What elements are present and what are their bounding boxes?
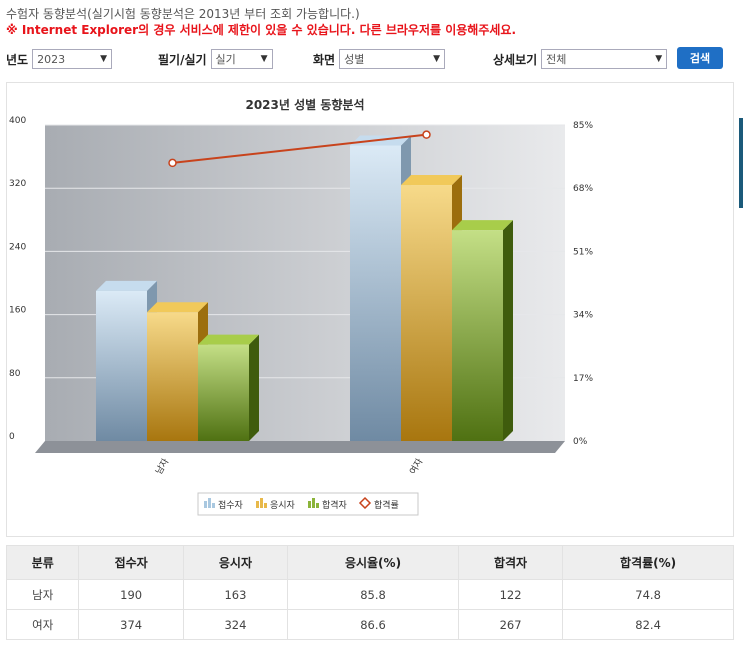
cell-category: 여자 (5, 609, 80, 640)
chart-panel: 0 0% 80 17% 160 34% 240 51% 320 68% 400 85% 남자 여자 202… (6, 82, 734, 537)
cell-pass-rate: 82.4 (562, 609, 734, 640)
exam-type-label: 필기/실기 (158, 52, 207, 67)
detail-select[interactable]: 전체 ▼ (541, 49, 668, 69)
year-label: 년도 (6, 52, 29, 67)
legend-label: 응시자 (270, 500, 296, 511)
filter-bar: 년도 2023 ▼ 필기/실기 실기 ▼ 화면 성별 ▼ 상세보기 전체 ▼ 검… (6, 47, 736, 70)
chevron-down-icon: ▼ (260, 54, 268, 64)
notice-browser-warning: ※ Internet Explorer의 경우 서비스에 제한이 있을 수 있습… (6, 23, 517, 37)
notice-availability: 수험자 동향분석(실기시험 동향분석은 2013년 부터 조회 가능합니다.) (6, 7, 360, 21)
legend-label: 합격자 (322, 499, 348, 511)
y-tick-label: 80 (9, 369, 21, 379)
view-select-value: 성별 (344, 53, 365, 66)
x-tick-label: 남자 (154, 456, 172, 476)
y2-tick-label: 0% (573, 437, 588, 447)
table-header-row: 분류 접수자 응시자 응시율(%) 합격자 합격률(%) (5, 545, 734, 580)
cell-passers: 267 (457, 609, 564, 640)
notice: 수험자 동향분석(실기시험 동향분석은 2013년 부터 조회 가능합니다.) … (6, 6, 516, 38)
cell-take-rate: 85.8 (287, 579, 459, 610)
bar-top (452, 220, 513, 231)
table-row: 여자 374 324 86.6 267 82.4 (5, 609, 734, 640)
cell-takers: 324 (182, 609, 289, 640)
legend-swatch (260, 498, 263, 508)
header-pass-rate: 합격률(%) (562, 545, 734, 580)
header-applicants: 접수자 (78, 545, 184, 580)
cell-category: 남자 (5, 579, 80, 610)
bar-side (503, 220, 513, 441)
detail-filter: 상세보기 전체 ▼ (493, 48, 668, 70)
pass-rate-point (168, 158, 177, 168)
legend-swatch (308, 501, 311, 508)
y2-tick-label: 51% (573, 247, 593, 257)
cell-applicants: 190 (78, 579, 184, 610)
bar-top (401, 175, 462, 186)
header-passers: 합격자 (457, 545, 564, 580)
cell-applicants: 374 (78, 609, 184, 640)
detail-select-value: 전체 (546, 53, 567, 66)
y-tick-label: 0 (9, 432, 15, 442)
legend-label: 접수자 (218, 499, 244, 511)
y-tick-label: 240 (9, 242, 26, 252)
pass-rate-line (172, 133, 427, 164)
search-button[interactable]: 검색 (677, 47, 723, 69)
header-takers: 응시자 (182, 545, 289, 580)
bar (350, 145, 401, 441)
y-tick-label: 400 (9, 116, 26, 126)
chevron-down-icon: ▼ (433, 54, 441, 64)
y2-tick-label: 17% (573, 374, 593, 384)
bar (401, 185, 452, 441)
bar (147, 312, 198, 441)
legend-marker (358, 496, 372, 510)
legend-swatch (256, 501, 259, 508)
year-filter: 년도 2023 ▼ (6, 48, 113, 70)
legend-swatch (316, 503, 319, 508)
header-take-rate: 응시율(%) (287, 545, 459, 580)
year-select[interactable]: 2023 ▼ (32, 49, 113, 69)
trend-chart: 0 0% 80 17% 160 34% 240 51% 320 68% 400 85% 남자 여자 202… (9, 97, 593, 516)
view-select[interactable]: 성별 ▼ (339, 49, 446, 69)
bar (452, 230, 503, 441)
cell-pass-rate: 74.8 (562, 579, 734, 610)
legend-swatch (312, 498, 315, 508)
cell-passers: 122 (457, 579, 564, 610)
side-panel-edge (739, 118, 743, 208)
y2-tick-label: 68% (573, 184, 593, 194)
chevron-down-icon: ▼ (655, 54, 663, 64)
cell-takers: 163 (182, 579, 289, 610)
chevron-down-icon: ▼ (100, 54, 108, 64)
year-select-value: 2023 (37, 52, 66, 66)
bar (198, 344, 249, 441)
bar-top (96, 280, 157, 291)
plot-floor (35, 441, 565, 453)
header-category: 분류 (5, 545, 80, 580)
view-label: 화면 (313, 52, 336, 67)
legend-label: 합격률 (374, 499, 399, 511)
detail-label: 상세보기 (493, 52, 538, 67)
legend-swatch (208, 498, 211, 508)
chart-title: 2023년 성별 동향분석 (245, 97, 364, 112)
view-filter: 화면 성별 ▼ (313, 48, 446, 70)
bar (96, 290, 147, 441)
pass-rate-point (422, 130, 431, 139)
cell-take-rate: 86.6 (287, 609, 459, 640)
y2-tick-label: 34% (573, 311, 593, 321)
table-row: 남자 190 163 85.8 122 74.8 (5, 579, 734, 610)
legend-swatch (204, 501, 207, 508)
exam-type-select-value: 실기 (215, 53, 236, 66)
legend-swatch (212, 503, 215, 508)
x-tick-label: 여자 (407, 456, 426, 477)
exam-type-filter: 필기/실기 실기 ▼ (158, 48, 273, 70)
bar-top (147, 302, 208, 313)
stats-table: 분류 접수자 응시자 응시율(%) 합격자 합격률(%) 남자 190 163 … (5, 545, 734, 640)
bar-side (249, 334, 259, 441)
y-tick-label: 160 (9, 306, 26, 316)
legend-swatch (264, 503, 267, 508)
bar-top (198, 334, 259, 345)
exam-type-select[interactable]: 실기 ▼ (210, 49, 273, 69)
y2-tick-label: 85% (573, 121, 593, 131)
y-tick-label: 320 (9, 179, 26, 189)
